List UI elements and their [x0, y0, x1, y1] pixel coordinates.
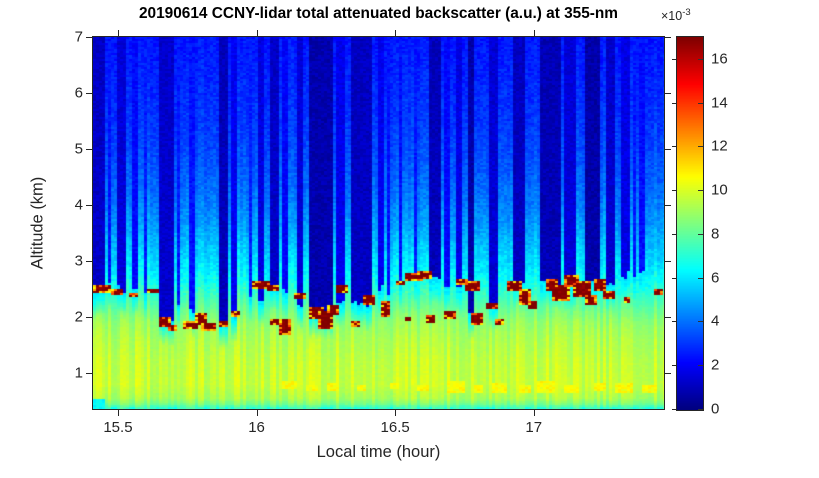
y-tick-label: 6 — [74, 84, 83, 102]
colorbar-tick-label: 6 — [711, 269, 720, 287]
plot-axes-box — [92, 36, 665, 410]
colorbar-tick-mark — [698, 190, 703, 192]
y-tick-mark — [86, 93, 92, 95]
colorbar-tick-mark-left — [672, 233, 676, 235]
colorbar-exponent-power: -3 — [682, 7, 691, 18]
y-tick-mark — [86, 149, 92, 151]
y-tick-mark-right — [665, 93, 671, 95]
colorbar-tick-label: 14 — [711, 94, 728, 112]
x-tick-mark-top — [395, 30, 397, 36]
colorbar-tick-mark-left — [672, 321, 676, 323]
y-tick-mark — [86, 261, 92, 263]
x-tick-label: 16.5 — [380, 419, 410, 436]
y-tick-mark — [86, 317, 92, 319]
colorbar-tick-mark-left — [672, 146, 676, 148]
colorbar-tick-label: 10 — [711, 181, 728, 199]
colorbar-tick-mark — [698, 277, 703, 279]
colorbar-exponent-label: ×10-3 — [661, 7, 691, 23]
y-tick-label: 4 — [74, 196, 83, 214]
colorbar-exponent-base: ×10 — [661, 9, 683, 24]
colorbar-tick-mark — [698, 321, 703, 323]
x-tick-mark — [533, 410, 535, 416]
colorbar-tick-label: 4 — [711, 312, 720, 330]
x-tick-mark-top — [256, 30, 258, 36]
x-tick-label: 16 — [248, 419, 265, 436]
colorbar-tick-mark-left — [672, 190, 676, 192]
y-axis-label: Altitude (km) — [28, 176, 47, 270]
x-tick-label: 17 — [525, 419, 543, 436]
colorbar-tick-label: 12 — [711, 137, 728, 155]
x-tick-label: 15.5 — [103, 419, 133, 436]
colorbar-tick-mark — [698, 233, 703, 235]
x-tick-mark-top — [533, 30, 535, 36]
x-axis-label: Local time (hour) — [316, 443, 441, 461]
colorbar-tick-label: 16 — [711, 50, 728, 68]
x-tick-mark — [117, 410, 119, 416]
y-tick-mark-right — [665, 37, 671, 38]
y-tick-mark-right — [665, 317, 671, 319]
colorbar-tick-mark-left — [672, 409, 676, 410]
y-tick-mark-right — [665, 149, 671, 151]
y-tick-mark — [86, 37, 92, 38]
colorbar-tick-label: 8 — [711, 225, 720, 243]
colorbar-tick-mark — [698, 58, 703, 60]
y-tick-label: 1 — [74, 364, 83, 382]
y-tick-mark-right — [665, 205, 671, 207]
y-tick-mark — [86, 373, 92, 375]
colorbar-tick-mark — [698, 146, 703, 148]
colorbar-gradient — [677, 37, 703, 410]
x-tick-mark-top — [117, 30, 119, 36]
y-tick-mark-right — [665, 261, 671, 263]
chart-title: 20190614 CCNY-lidar total attenuated bac… — [139, 5, 618, 22]
colorbar-tick-mark — [698, 102, 703, 104]
y-tick-label: 7 — [74, 28, 83, 46]
heatmap-canvas — [93, 37, 664, 409]
y-tick-label: 5 — [74, 140, 83, 158]
colorbar-tick-label: 0 — [711, 400, 720, 418]
y-tick-mark-right — [665, 373, 671, 375]
y-tick-label: 3 — [74, 252, 83, 270]
colorbar-tick-mark-left — [672, 58, 676, 60]
colorbar-tick-mark-left — [672, 365, 676, 367]
colorbar-box — [676, 36, 704, 411]
colorbar-tick-label: 2 — [711, 356, 720, 374]
x-tick-mark — [395, 410, 397, 416]
y-tick-mark — [86, 205, 92, 207]
colorbar-tick-mark — [698, 365, 703, 367]
colorbar-tick-mark-left — [672, 277, 676, 279]
x-tick-mark — [256, 410, 258, 416]
colorbar-tick-mark — [698, 409, 703, 410]
y-tick-label: 2 — [74, 308, 83, 326]
colorbar-tick-mark-left — [672, 102, 676, 104]
